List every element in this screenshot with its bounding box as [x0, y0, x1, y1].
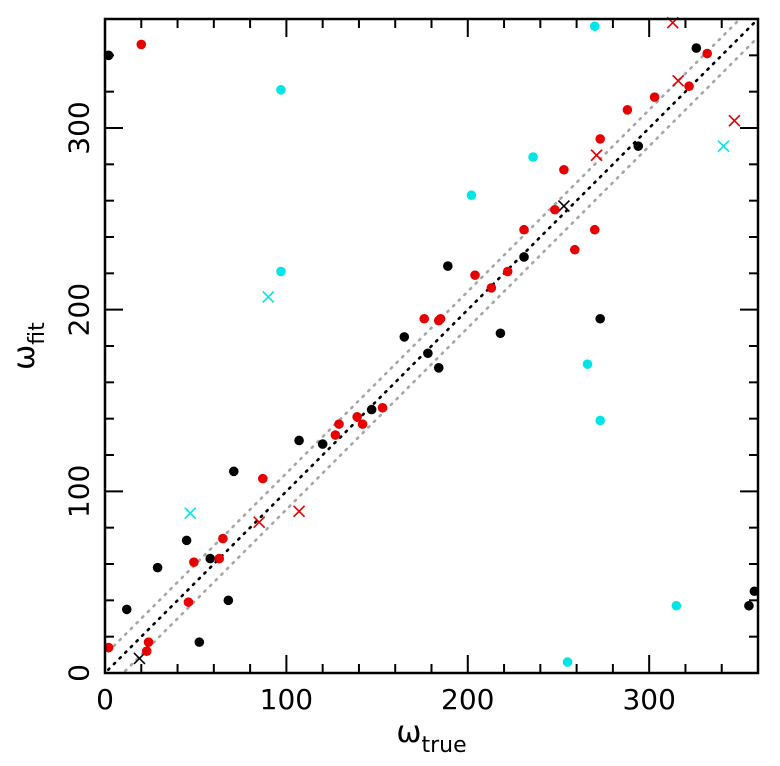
- series-1: [133, 200, 570, 665]
- axis-ticks: [104, 18, 759, 674]
- data-point-cross: [253, 516, 266, 529]
- data-point: [550, 204, 560, 215]
- y-axis-symbol: ω: [7, 345, 42, 370]
- data-point: [218, 533, 228, 544]
- data-point: [595, 415, 605, 426]
- data-point: [121, 604, 132, 615]
- series-5: [184, 140, 730, 520]
- data-point: [559, 164, 569, 175]
- data-point: [228, 466, 239, 477]
- data-point: [595, 134, 605, 144]
- data-point-cross: [184, 507, 197, 520]
- data-point: [205, 553, 216, 564]
- data-point: [519, 252, 529, 262]
- data-point-cross: [133, 652, 146, 665]
- data-point: [143, 637, 154, 647]
- data-point: [582, 359, 593, 369]
- data-point: [691, 43, 702, 53]
- y-axis-label: ωfit: [7, 322, 50, 370]
- data-point: [744, 600, 754, 611]
- data-point: [519, 224, 529, 235]
- data-points: [103, 16, 760, 667]
- x-tick-label: 200: [441, 683, 494, 716]
- x-tick-label: 300: [622, 683, 675, 716]
- data-point: [377, 402, 388, 413]
- reference-lines: [105, 19, 758, 673]
- data-point: [317, 439, 328, 449]
- data-point-cross: [717, 140, 730, 153]
- data-point: [466, 190, 477, 201]
- data-point: [152, 562, 163, 573]
- data-point: [423, 348, 433, 359]
- data-point: [684, 81, 694, 92]
- data-point: [671, 600, 682, 611]
- data-point: [334, 419, 344, 429]
- data-point: [136, 39, 147, 50]
- data-point: [495, 328, 506, 339]
- y-tick-label: 100: [63, 465, 96, 518]
- data-point: [352, 412, 362, 422]
- data-point: [194, 637, 205, 647]
- data-point: [214, 553, 225, 564]
- x-tick-label: 0: [96, 683, 114, 716]
- data-point: [486, 283, 497, 293]
- data-point: [470, 270, 480, 280]
- data-point: [276, 85, 286, 95]
- data-point: [330, 430, 341, 440]
- series-2: [103, 39, 713, 656]
- data-point: [141, 646, 152, 656]
- data-point: [569, 244, 580, 255]
- y-tick-label: 0: [63, 664, 96, 682]
- data-point: [258, 473, 268, 484]
- data-point: [502, 266, 513, 277]
- reference-line-0: [105, 19, 758, 673]
- reference-line-2: [121, 35, 758, 673]
- data-point: [366, 404, 377, 415]
- data-point: [294, 435, 304, 446]
- data-point: [589, 224, 600, 235]
- data-point: [595, 313, 605, 324]
- x-tick-label: 100: [260, 683, 313, 716]
- data-point: [649, 92, 660, 102]
- data-point: [223, 595, 234, 606]
- data-point: [189, 557, 199, 567]
- y-tick-label: 200: [63, 283, 96, 336]
- data-point: [357, 419, 368, 429]
- data-point-cross: [262, 290, 275, 304]
- data-point: [435, 313, 446, 324]
- series-3: [253, 16, 741, 529]
- data-point: [633, 141, 644, 151]
- data-point: [419, 313, 430, 324]
- data-point-cross: [728, 114, 741, 127]
- series-4: [276, 21, 682, 667]
- data-point: [399, 332, 410, 342]
- data-point: [276, 266, 286, 277]
- data-point-cross: [672, 74, 685, 87]
- data-point: [183, 597, 194, 607]
- data-point-cross: [590, 149, 603, 162]
- data-point: [528, 152, 538, 162]
- x-axis-subscript: true: [421, 733, 466, 758]
- data-point: [433, 363, 444, 373]
- data-point: [562, 657, 573, 667]
- tick-labels: 0 100 200 300 0 100 200 300: [63, 101, 676, 716]
- x-axis-label: ωtrue: [396, 715, 466, 758]
- y-axis-subscript: fit: [25, 322, 50, 345]
- data-point: [622, 105, 633, 115]
- y-tick-label: 300: [63, 101, 96, 154]
- data-point: [589, 21, 600, 32]
- data-point-cross: [557, 200, 570, 213]
- data-point: [181, 535, 192, 546]
- data-point: [702, 48, 713, 59]
- data-point-cross: [293, 505, 306, 518]
- x-axis-symbol: ω: [396, 715, 421, 750]
- data-point: [443, 261, 453, 271]
